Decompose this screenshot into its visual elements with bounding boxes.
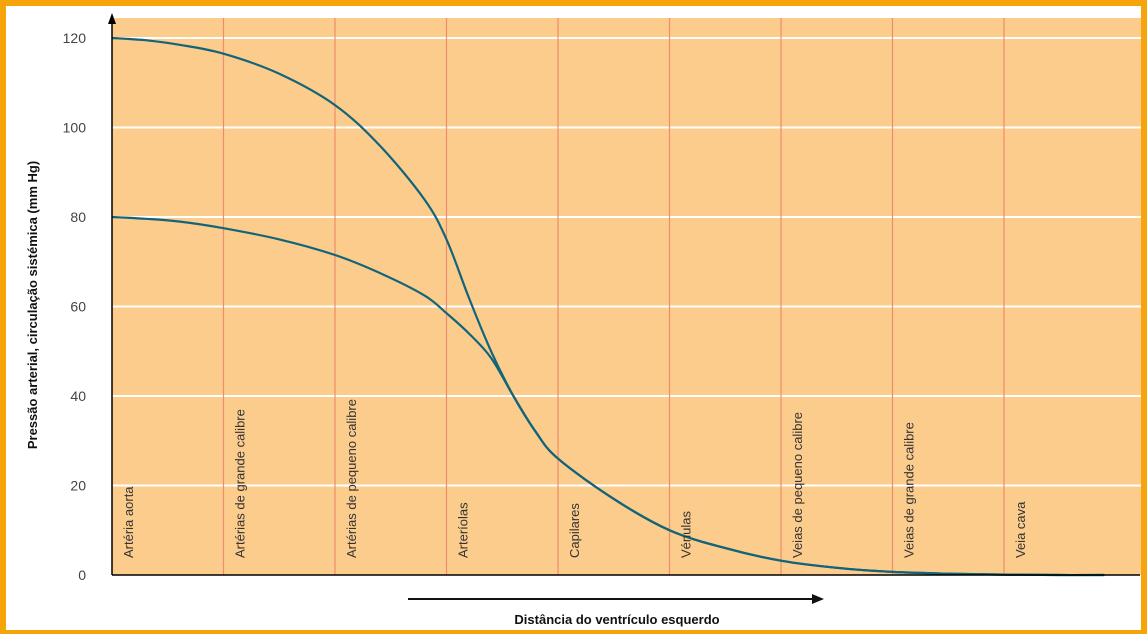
y-tick-label: 40 xyxy=(70,388,86,404)
vessel-label: Artérias de grande calibre xyxy=(233,409,248,558)
y-tick-label: 100 xyxy=(63,120,87,136)
gridlines xyxy=(112,37,1141,487)
y-axis-arrow xyxy=(108,13,116,24)
pressure-curves xyxy=(111,36,1105,577)
vessel-label: Artéria aorta xyxy=(121,486,136,558)
y-tick-label: 80 xyxy=(70,209,86,225)
diastolic-curve xyxy=(111,215,1105,577)
direction-arrow-head xyxy=(812,594,824,604)
vessel-label: Veias de pequeno calibre xyxy=(790,412,805,558)
vessel-label: Artérias de pequeno calibre xyxy=(344,399,359,558)
y-tick-label: 0 xyxy=(78,567,86,583)
vessel-label: Capilares xyxy=(567,503,582,558)
y-tick-label: 20 xyxy=(70,478,86,494)
vessel-label: Vénulas xyxy=(679,511,694,558)
vessel-label: Arteríolas xyxy=(456,502,471,558)
vessel-label: Veia cava xyxy=(1013,501,1028,558)
labels: 0 20 40 60 80 100 120 Artéria aorta Artérias de … xyxy=(25,30,1028,627)
plot-area xyxy=(112,18,1141,575)
y-axis-label: Pressão arterial, circulação sistémica (… xyxy=(25,161,40,449)
vessel-dividers xyxy=(222,18,1005,575)
y-tick-label: 60 xyxy=(70,299,86,315)
x-axis-label: Distância do ventrículo esquerdo xyxy=(514,612,719,627)
y-tick-label: 120 xyxy=(63,30,87,46)
vessel-label: Veias de grande calibre xyxy=(902,422,917,558)
axes xyxy=(108,13,1140,604)
